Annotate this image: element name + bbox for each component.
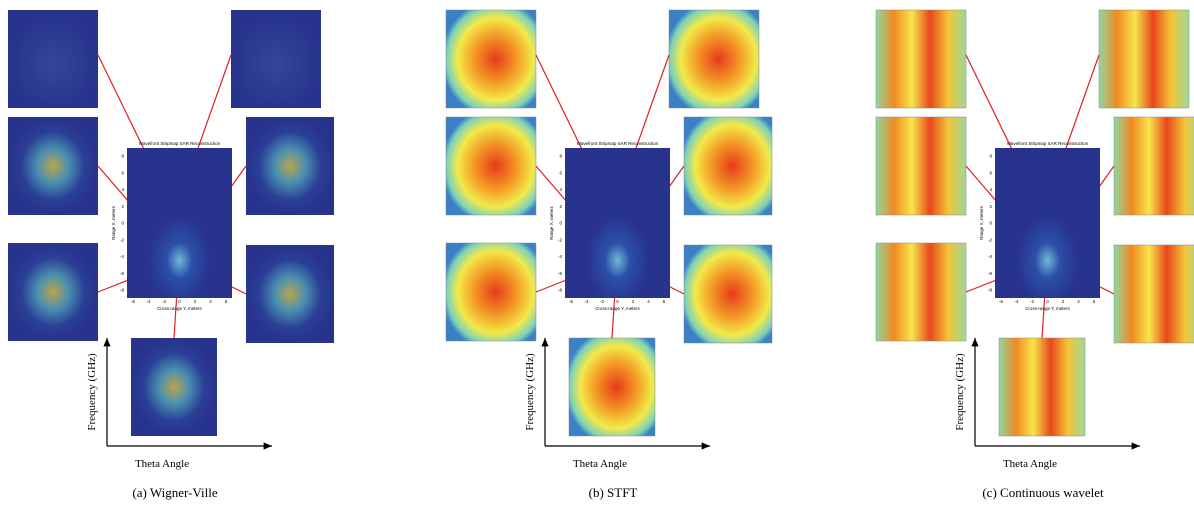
sar-image [995,148,1100,298]
tf-image [684,245,772,343]
sar-ytick: -2 [558,237,562,242]
sar-xtick: 6 [1093,299,1096,304]
sar-xlabel: Cross-range Y, meters [1025,306,1070,311]
sar-ytick: 0 [121,221,124,226]
sar-ytick: 2 [121,204,124,209]
caption: (c) Continuous wavelet [982,485,1104,500]
sar-ytick: -4 [120,254,124,259]
tf-image [876,10,966,108]
sar-xtick: -2 [600,299,604,304]
sar-xtick: -2 [1030,299,1034,304]
tf-image [1099,10,1189,108]
sar-title: Wavefront Stripmap SAR Reconstruction [139,141,221,146]
tf-image [669,10,759,108]
tf-image [446,243,536,341]
sar-image [565,148,670,298]
sar-xtick: 2 [194,299,197,304]
sar-xtick: 2 [632,299,635,304]
tf-image [876,243,966,341]
sar-ytick: -4 [558,254,562,259]
sar-ytick: 4 [559,187,562,192]
sar-ytick: 6 [121,170,124,175]
x-axis-label: Theta Angle [1003,458,1057,470]
sar-xtick: -4 [584,299,588,304]
sar-ytick: -8 [988,288,992,293]
sar-xtick: -2 [162,299,166,304]
sar-xtick: 0 [178,299,181,304]
sar-ytick: 8 [989,154,992,159]
caption: (a) Wigner-Ville [132,485,217,500]
tf-image [131,338,217,436]
sar-ytick: -4 [988,254,992,259]
sar-ylabel: Range X, meters [111,205,116,240]
sar-xtick: -6 [999,299,1003,304]
sar-ytick: -2 [120,237,124,242]
tf-image [999,338,1085,436]
sar-ytick: -8 [120,288,124,293]
sar-ytick: -2 [988,237,992,242]
sar-ytick: 8 [559,154,562,159]
sar-xtick: -6 [569,299,573,304]
tf-image [8,243,98,341]
sar-xlabel: Cross-range Y, meters [595,306,640,311]
x-axis-label: Theta Angle [573,458,627,470]
sar-xtick: 4 [1077,299,1080,304]
sar-title: Wavefront Stripmap SAR Reconstruction [577,141,659,146]
sar-ytick: 2 [989,204,992,209]
sar-ytick: 2 [559,204,562,209]
sar-ytick: 4 [121,187,124,192]
y-axis-label: Frequency (GHz) [86,353,98,431]
tf-image [8,117,98,215]
caption: (b) STFT [589,485,638,500]
sar-ytick: -6 [988,271,992,276]
sar-ylabel: Range X, meters [549,205,554,240]
sar-xtick: -4 [146,299,150,304]
sar-xtick: -4 [1014,299,1018,304]
sar-xtick: 0 [616,299,619,304]
sar-title: Wavefront Stripmap SAR Reconstruction [1007,141,1089,146]
sar-ytick: -6 [558,271,562,276]
sar-ytick: 0 [559,221,562,226]
tf-image [569,338,655,436]
y-axis-label: Frequency (GHz) [954,353,966,431]
sar-ytick: -8 [558,288,562,293]
sar-xtick: 4 [209,299,212,304]
sar-xtick: 6 [663,299,666,304]
sar-ytick: -6 [120,271,124,276]
y-axis-label: Frequency (GHz) [524,353,536,431]
sar-ytick: 6 [559,170,562,175]
tf-image [8,10,98,108]
tf-image [1114,245,1194,343]
sar-xtick: 4 [647,299,650,304]
sar-xtick: 6 [225,299,228,304]
tf-image [446,117,536,215]
sar-xtick: 0 [1046,299,1049,304]
tf-image [246,117,334,215]
tf-image [876,117,966,215]
sar-ytick: 4 [989,187,992,192]
tf-image [1114,117,1194,215]
sar-ytick: 6 [989,170,992,175]
sar-ytick: 8 [121,154,124,159]
tf-image [231,10,321,108]
tf-image [684,117,772,215]
figure: Wavefront Stripmap SAR Reconstruction Ran… [0,0,1194,506]
sar-xtick: 2 [1062,299,1065,304]
tf-image [246,245,334,343]
sar-xtick: -6 [131,299,135,304]
x-axis-label: Theta Angle [135,458,189,470]
sar-image [127,148,232,298]
sar-ytick: 0 [989,221,992,226]
sar-xlabel: Cross-range Y, meters [157,306,202,311]
tf-image [446,10,536,108]
sar-ylabel: Range X, meters [979,205,984,240]
